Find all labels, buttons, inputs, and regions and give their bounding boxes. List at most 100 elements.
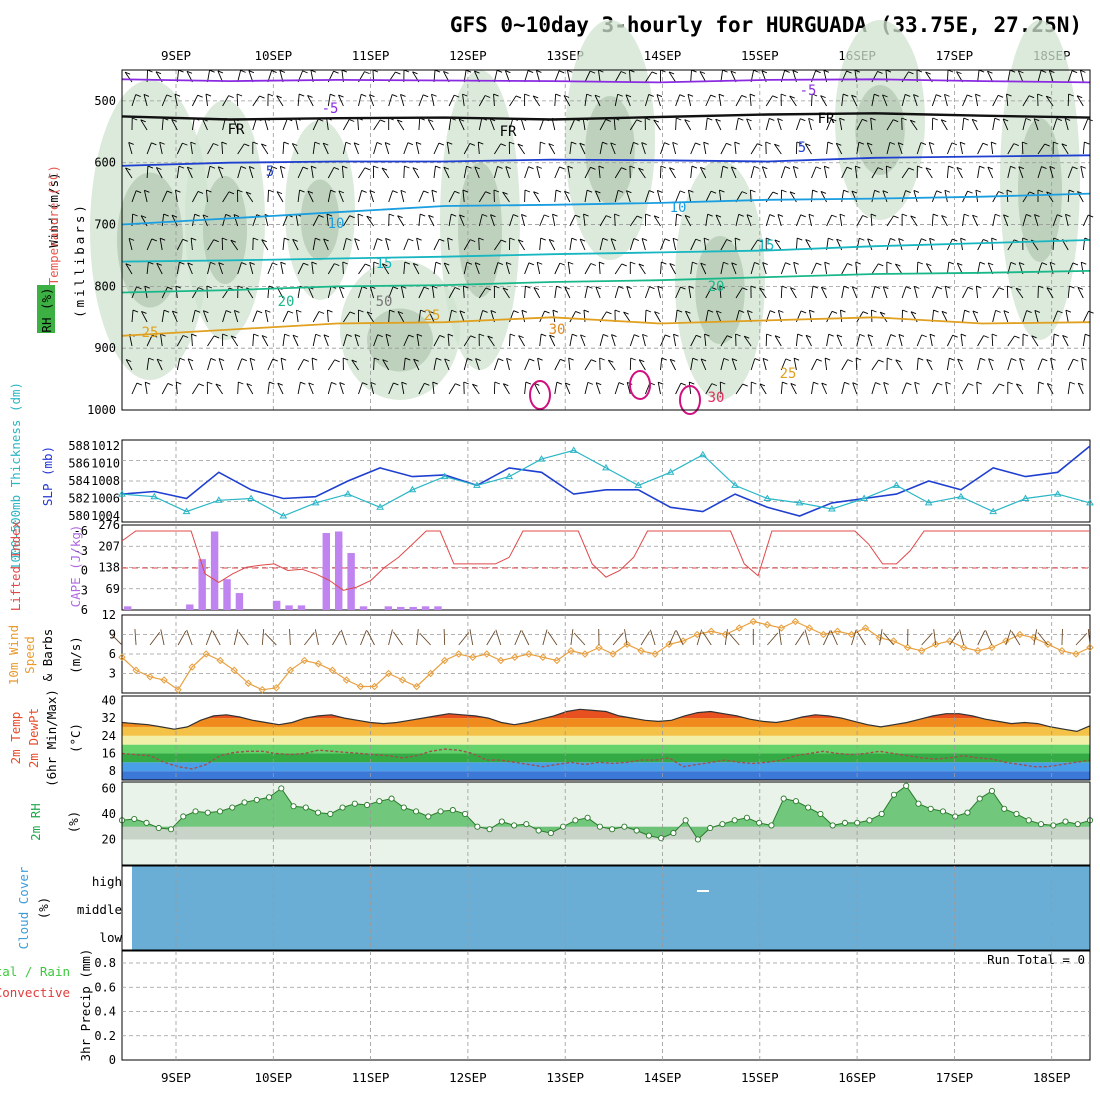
wind-barb: [579, 238, 586, 251]
wind-barb-flag: [1042, 358, 1048, 362]
wind-barb-flag: [797, 333, 803, 337]
wind-barb: [705, 310, 709, 323]
wind-barb: [641, 142, 646, 155]
wind-barb: [599, 142, 603, 155]
wind-barb: [946, 262, 950, 275]
wind-barb-flag: [871, 309, 877, 313]
wind-barb-flag: [944, 93, 950, 97]
wind-barb: [175, 382, 178, 395]
wind-barb-flag: [385, 142, 391, 145]
wind-barb-flag: [657, 285, 663, 289]
wind-barb-flag: [342, 261, 348, 265]
wind-barb: [264, 310, 269, 323]
wind-barb-flag: [882, 190, 889, 194]
wind10-barb: [933, 629, 937, 646]
wind-barb-flag: [463, 381, 469, 385]
wind-barb: [252, 333, 255, 347]
wind10-speed-marker: [454, 650, 463, 658]
temp-label-3: (°C): [68, 723, 83, 753]
rh2m-marker: [523, 821, 530, 828]
wind-barb-flag: [610, 142, 616, 146]
wind10-barb: [949, 631, 960, 646]
wind-barb: [690, 358, 694, 371]
wind-barb-flag: [338, 94, 344, 98]
wind-barb: [397, 215, 405, 227]
wind-barb: [448, 118, 452, 131]
wind-barb-flag: [351, 359, 357, 363]
wind10-barb: [570, 629, 574, 646]
cape-bar: [210, 531, 219, 610]
wind-barb: [323, 238, 329, 251]
rh2m-marker: [216, 808, 224, 815]
wind-barb-flag: [1072, 262, 1079, 266]
wind10-speed-marker: [539, 653, 547, 661]
contour-label: FR: [818, 111, 835, 127]
wind-barb: [826, 142, 829, 155]
wind-barb-flag: [750, 189, 756, 193]
wind-barb: [448, 191, 455, 203]
wind-barb-flag: [785, 262, 791, 266]
temp-band: [122, 744, 1090, 754]
wind-barb-flag: [225, 310, 232, 313]
wind-barb-flag: [914, 285, 920, 289]
wind-barb: [342, 261, 344, 275]
wind-barb: [657, 286, 661, 299]
wind-barb: [403, 142, 409, 155]
wind-barb-flag: [349, 311, 356, 315]
wind-barb-flag: [679, 190, 686, 194]
wind-barb-flag: [124, 71, 131, 75]
wind-barb: [629, 238, 635, 251]
wind-barb: [855, 262, 858, 275]
wind-barb: [509, 214, 514, 227]
wind-barb: [668, 71, 676, 83]
wind-barb-flag: [738, 117, 744, 121]
rh2m-area: [122, 785, 1090, 840]
wind10-speed-marker: [595, 643, 603, 652]
wind10-speed-marker: [174, 686, 182, 694]
wind10-barb: [514, 630, 522, 646]
wind-barb: [416, 334, 420, 347]
wind-barb: [397, 311, 405, 323]
wind10-speed-marker: [946, 637, 954, 645]
wind-barb-flag: [750, 285, 757, 289]
wind-barb: [396, 119, 405, 131]
rh-label: RH (%): [39, 287, 54, 332]
wind-barb: [684, 119, 692, 131]
wind-barb: [584, 190, 588, 203]
wind-barb-flag: [253, 237, 259, 241]
wind-barb-flag: [700, 262, 706, 266]
wind-barb-flag: [836, 238, 842, 242]
wind-barb-flag: [1033, 118, 1040, 122]
wind-barb-flag: [695, 238, 701, 242]
wind-barb-flag: [132, 117, 138, 121]
wind-barb-flag: [178, 165, 185, 169]
wind-barb: [841, 359, 849, 371]
wind-barb-flag: [265, 309, 271, 313]
wind-barb-flag: [792, 70, 799, 73]
wind-barb-flag: [1014, 335, 1020, 339]
wind-barb-flag: [509, 333, 516, 337]
rh2m-marker: [829, 822, 836, 829]
wind-barb: [975, 286, 979, 299]
cape-bar: [124, 606, 132, 610]
wind-barb-flag: [689, 381, 695, 385]
wind-barb-flag: [812, 189, 818, 193]
wind-barb-flag: [237, 285, 244, 289]
wind-barb-flag: [594, 94, 601, 98]
wind-barb-flag: [393, 382, 399, 386]
wind-barb-flag: [847, 359, 853, 363]
wind-barb-flag: [738, 309, 745, 313]
wind10-tick-label: 9: [109, 628, 116, 642]
wind-barb-flag: [361, 189, 367, 193]
wind-barb: [789, 95, 797, 107]
wind-barb-flag: [197, 190, 204, 194]
wind-barb-flag: [602, 141, 608, 145]
wind-barb-flag: [630, 261, 636, 265]
wind-barb: [569, 311, 576, 323]
wind-barb-flag: [710, 190, 717, 194]
wind-barb: [403, 334, 410, 347]
wind-barb: [357, 117, 359, 131]
wind-barb: [870, 118, 873, 131]
wind-barb-flag: [392, 94, 398, 97]
